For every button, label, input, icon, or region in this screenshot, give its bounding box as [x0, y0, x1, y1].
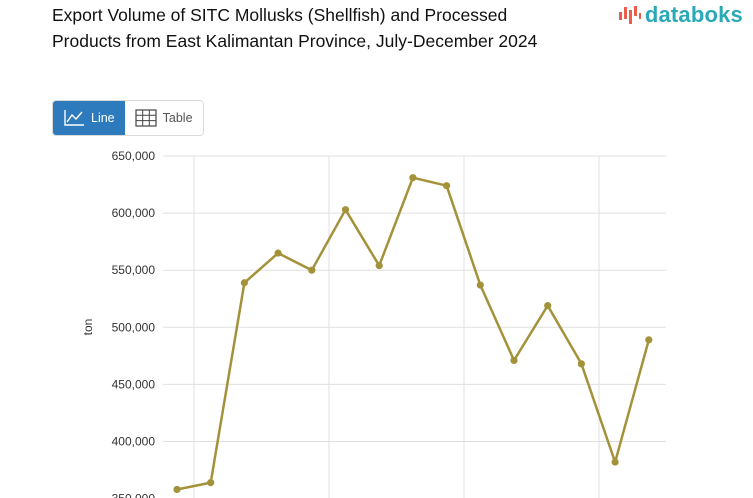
table-grid-icon	[135, 109, 157, 127]
y-tick-label: 350,000	[112, 492, 156, 498]
table-view-button[interactable]: Table	[124, 101, 203, 135]
y-axis-label: ton	[81, 319, 95, 336]
databoks-logo: databoks	[618, 2, 743, 28]
series-line	[176, 176, 651, 491]
data-point	[611, 458, 619, 466]
y-tick-label: 450,000	[112, 377, 156, 391]
view-toggle: Line Table	[52, 100, 204, 136]
y-tick-label: 400,000	[112, 435, 156, 449]
y-tick-label: 600,000	[112, 206, 156, 220]
data-point	[207, 479, 215, 487]
bar-mark-icon	[618, 6, 641, 24]
line-view-button[interactable]: Line	[53, 101, 125, 135]
data-point	[308, 266, 316, 274]
data-point	[510, 356, 518, 365]
line-chart-icon	[64, 110, 84, 126]
data-point	[443, 182, 451, 190]
data-point	[544, 302, 552, 310]
data-point	[645, 336, 653, 344]
logo-text: databoks	[644, 2, 743, 27]
data-point	[375, 262, 383, 270]
y-tick-label: 550,000	[112, 263, 156, 277]
data-point	[240, 279, 248, 287]
line-view-label: Line	[91, 111, 115, 125]
chart-title: Export Volume of SITC Mollusks (Shellfis…	[52, 5, 538, 51]
data-point	[577, 360, 586, 368]
data-point	[476, 281, 484, 289]
y-tick-label: 500,000	[112, 320, 156, 334]
data-point	[274, 249, 282, 257]
y-tick-label: 650,000	[112, 149, 156, 163]
table-view-label: Table	[162, 111, 193, 125]
data-point	[173, 485, 181, 494]
data-point	[341, 206, 350, 214]
data-point	[409, 174, 417, 182]
